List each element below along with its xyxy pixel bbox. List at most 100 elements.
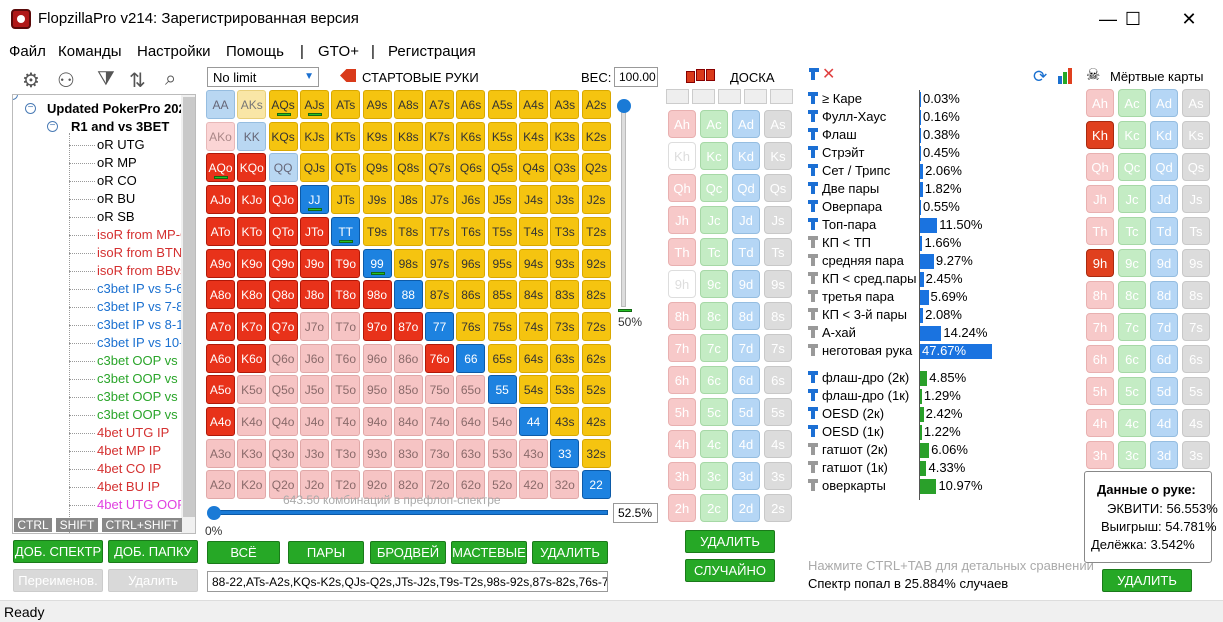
board-card[interactable]: 6c bbox=[700, 366, 728, 394]
dead-card[interactable]: Jc bbox=[1118, 185, 1146, 213]
dead-card[interactable]: 7c bbox=[1118, 313, 1146, 341]
dead-card[interactable]: 7h bbox=[1086, 313, 1114, 341]
hand-cell[interactable]: 83s bbox=[550, 280, 580, 310]
hand-cell[interactable]: 77 bbox=[425, 311, 455, 341]
hand-cell[interactable]: QJs bbox=[299, 153, 329, 183]
board-card[interactable]: 3c bbox=[700, 462, 728, 490]
tree-item[interactable]: oR UTG bbox=[97, 137, 145, 152]
board-card[interactable]: Td bbox=[732, 238, 760, 266]
hand-cell[interactable]: 63s bbox=[550, 343, 580, 373]
tree-item[interactable]: c3bet IP vs 8-10% bbox=[97, 317, 196, 332]
tree-item[interactable]: isoR from BTN-BB bbox=[97, 245, 196, 260]
board-slot[interactable] bbox=[770, 89, 793, 104]
hand-cell[interactable]: K9o bbox=[237, 248, 267, 278]
dead-card[interactable]: Td bbox=[1150, 217, 1178, 245]
dead-card[interactable]: 6c bbox=[1118, 345, 1146, 373]
hand-cell[interactable]: 42s bbox=[581, 407, 611, 436]
filter-icon[interactable] bbox=[808, 128, 818, 140]
hand-cell[interactable]: K3s bbox=[550, 121, 580, 151]
hand-cell[interactable]: A5s bbox=[487, 90, 517, 119]
filter-icon[interactable] bbox=[808, 68, 819, 80]
hand-cell[interactable]: 95o bbox=[362, 375, 392, 405]
dead-card[interactable]: 5d bbox=[1150, 377, 1178, 405]
board-card[interactable]: 7c bbox=[700, 334, 728, 362]
tree-item[interactable]: c3bet OOP vs 5-6% bbox=[97, 353, 195, 368]
hand-cell[interactable]: J4o bbox=[299, 407, 329, 436]
board-card[interactable]: Ts bbox=[764, 238, 792, 266]
filter-icon[interactable] bbox=[808, 110, 818, 122]
hand-cell[interactable]: T3s bbox=[550, 216, 580, 246]
hand-cell[interactable]: T7s bbox=[425, 216, 455, 246]
dead-card[interactable]: 6d bbox=[1150, 345, 1178, 373]
hand-cell[interactable]: K4s bbox=[519, 121, 548, 151]
hand-cell[interactable]: J8o bbox=[299, 280, 329, 310]
hand-cell[interactable]: T2o bbox=[331, 470, 361, 500]
dead-card[interactable]: 8s bbox=[1182, 281, 1210, 309]
board-card[interactable]: 3s bbox=[764, 462, 792, 490]
stat-row[interactable]: Оверпара bbox=[808, 199, 882, 214]
hand-cell[interactable]: T6s bbox=[456, 216, 486, 246]
stat-row[interactable]: средняя пара bbox=[808, 253, 904, 268]
tree-item[interactable]: 4bet MP IP bbox=[97, 443, 162, 458]
hand-cell[interactable]: A7s bbox=[425, 90, 455, 119]
board-card[interactable]: 8s bbox=[764, 302, 792, 330]
hand-cell[interactable]: TT bbox=[331, 216, 361, 246]
hand-cell[interactable]: KJs bbox=[299, 121, 329, 151]
hand-cell[interactable]: 88 bbox=[393, 280, 423, 310]
hand-cell[interactable]: 62o bbox=[456, 470, 486, 500]
hand-cell[interactable]: QTs bbox=[331, 153, 361, 183]
board-card[interactable]: 9c bbox=[700, 270, 728, 298]
add-folder-button[interactable]: ДОБ. ПАПКУ bbox=[108, 540, 198, 563]
board-card[interactable]: Js bbox=[764, 206, 792, 234]
maximize-button[interactable]: ☐ bbox=[1124, 9, 1142, 29]
dead-card[interactable]: 5s bbox=[1182, 377, 1210, 405]
filter-icon[interactable] bbox=[808, 182, 818, 194]
hand-cell[interactable]: A6o bbox=[206, 343, 235, 373]
hand-cell[interactable]: AJo bbox=[206, 185, 235, 215]
hand-cell[interactable]: 33 bbox=[550, 438, 580, 468]
tree-item[interactable]: oR CO bbox=[97, 173, 137, 188]
hand-cell[interactable]: KTs bbox=[331, 121, 361, 151]
hand-cell[interactable]: 96o bbox=[362, 343, 392, 373]
stat-row[interactable]: КП < 3-й пары bbox=[808, 307, 907, 322]
hand-cell[interactable]: A9s bbox=[362, 90, 392, 119]
board-card[interactable]: Kh bbox=[668, 142, 696, 170]
board-card[interactable]: 4d bbox=[732, 430, 760, 458]
hand-cell[interactable]: QTo bbox=[268, 216, 298, 246]
hand-cell[interactable]: JJ bbox=[299, 185, 329, 215]
board-card[interactable]: 8d bbox=[732, 302, 760, 330]
dead-card[interactable]: 8d bbox=[1150, 281, 1178, 309]
stat-row[interactable]: третья пара bbox=[808, 289, 894, 304]
dead-card[interactable]: Kd bbox=[1150, 121, 1178, 149]
hand-cell[interactable]: KQo bbox=[237, 153, 267, 183]
hand-cell[interactable]: 43o bbox=[519, 438, 548, 468]
hand-cell[interactable]: Q3o bbox=[268, 438, 298, 468]
hand-cell[interactable]: A8s bbox=[393, 90, 423, 119]
hand-cell[interactable]: 84s bbox=[519, 280, 548, 310]
hand-cell[interactable]: A2o bbox=[206, 470, 235, 500]
hand-cell[interactable]: J4s bbox=[519, 185, 548, 215]
dead-card[interactable]: Ad bbox=[1150, 89, 1178, 117]
board-card[interactable]: Qc bbox=[700, 174, 728, 202]
hand-cell[interactable]: K3o bbox=[237, 438, 267, 468]
hand-cell[interactable]: 42o bbox=[519, 470, 548, 500]
hand-cell[interactable]: Q7s bbox=[425, 153, 455, 183]
stat-row[interactable]: Две пары bbox=[808, 181, 879, 196]
menu-help[interactable]: Помощь bbox=[226, 43, 284, 60]
hand-cell[interactable]: 87o bbox=[393, 311, 423, 341]
hand-cell[interactable]: J7s bbox=[425, 185, 455, 215]
hand-cell[interactable]: 72o bbox=[425, 470, 455, 500]
board-card[interactable]: 4c bbox=[700, 430, 728, 458]
filter-icon[interactable] bbox=[808, 146, 818, 158]
dead-card[interactable]: Tc bbox=[1118, 217, 1146, 245]
hand-cell[interactable]: Q6o bbox=[268, 343, 298, 373]
stat-row[interactable]: флаш-дро (2к) bbox=[808, 370, 909, 385]
tree-item[interactable]: oR MP bbox=[97, 155, 137, 170]
hand-cell[interactable]: A7o bbox=[206, 311, 235, 341]
board-card[interactable]: Ks bbox=[764, 142, 792, 170]
board-card[interactable]: Th bbox=[668, 238, 696, 266]
weight-slider[interactable] bbox=[617, 99, 631, 313]
menu-commands[interactable]: Команды bbox=[58, 43, 122, 60]
hand-cell[interactable]: 85o bbox=[393, 375, 423, 405]
hand-cell[interactable]: 93s bbox=[550, 248, 580, 278]
